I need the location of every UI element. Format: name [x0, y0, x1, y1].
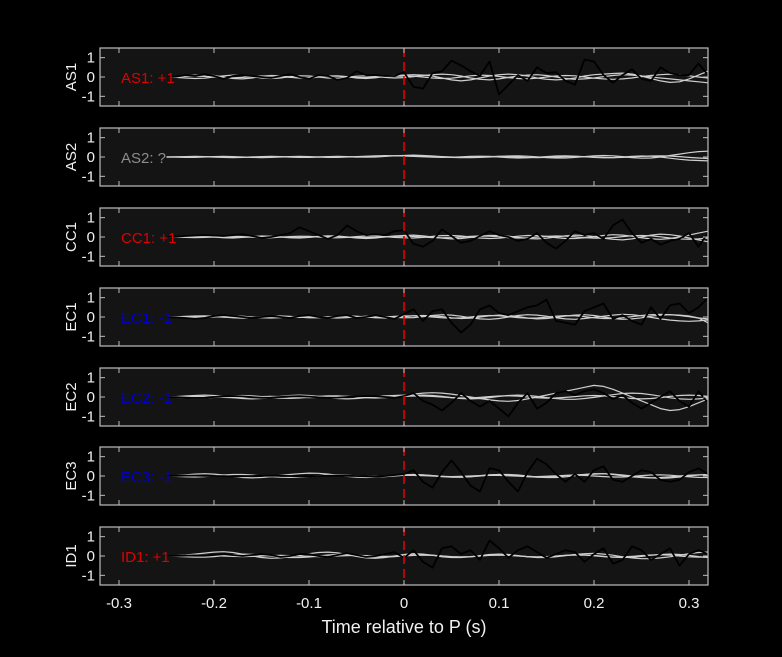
- plot-area: [166, 288, 708, 346]
- panel-ec2: -1 0 1 EC2 EC2: -1: [63, 367, 709, 427]
- polarity-annotation: CC1: +1: [121, 230, 176, 247]
- panel-as2: -1 0 1 AS2 AS2: ?: [63, 127, 709, 187]
- plot-area: [166, 527, 708, 585]
- x-tick-label: -0.2: [201, 595, 227, 612]
- plot-area: [166, 128, 708, 186]
- panel-as1: -1 0 1 AS1 AS1: +1: [63, 47, 709, 107]
- y-tick-label: -1: [82, 487, 95, 504]
- x-tick-label: 0: [400, 595, 408, 612]
- y-tick-label: -1: [82, 88, 95, 105]
- station-label: EC2: [63, 382, 80, 411]
- x-tick-label: -0.1: [296, 595, 322, 612]
- panel-cc1: -1 0 1 CC1 CC1: +1: [63, 207, 709, 267]
- y-tick-label: 0: [87, 548, 95, 565]
- y-tick-label: 1: [87, 50, 95, 67]
- y-tick-label: -1: [82, 168, 95, 185]
- station-label: EC3: [63, 461, 80, 490]
- y-tick-label: -1: [82, 567, 95, 584]
- x-tick-label: 0.2: [584, 595, 605, 612]
- station-label: EC1: [63, 302, 80, 331]
- station-label: AS2: [63, 143, 80, 171]
- plot-area: [166, 447, 708, 505]
- y-tick-label: 1: [87, 529, 95, 546]
- station-label: ID1: [63, 544, 80, 567]
- main-trace: [166, 539, 708, 569]
- main-trace: [166, 457, 708, 493]
- panel-id1: -1 0 1 ID1 ID1: +1: [63, 526, 709, 586]
- polarity-annotation: EC2: -1: [121, 390, 172, 407]
- panel-ec1: -1 0 1 EC1 EC1: -1: [63, 287, 709, 347]
- polarity-annotation: AS1: +1: [121, 70, 175, 87]
- polarity-annotation: EC1: -1: [121, 310, 172, 327]
- y-tick-label: 1: [87, 210, 95, 227]
- polarity-annotation: AS2: ?: [121, 150, 166, 167]
- y-tick-label: 0: [87, 229, 95, 246]
- y-tick-label: -1: [82, 408, 95, 425]
- main-trace: [166, 297, 708, 334]
- plot-area: [166, 48, 708, 106]
- x-tick-label: 0.1: [489, 595, 510, 612]
- x-axis-label: Time relative to P (s): [321, 617, 486, 637]
- x-tick-label: -0.3: [106, 595, 132, 612]
- main-trace: [166, 58, 708, 96]
- plot-area: [166, 368, 708, 426]
- y-tick-label: 0: [87, 468, 95, 485]
- panel-ec3: -1 0 1 EC3 EC3: -1: [63, 446, 709, 506]
- y-tick-label: 0: [87, 69, 95, 86]
- y-tick-label: 0: [87, 149, 95, 166]
- y-tick-label: -1: [82, 328, 95, 345]
- x-tick-label: 0.3: [679, 595, 700, 612]
- y-tick-label: 1: [87, 370, 95, 387]
- comparison-trace-2: [166, 155, 708, 160]
- main-trace: [166, 218, 708, 250]
- polarity-annotation: EC3: -1: [121, 469, 172, 486]
- station-label: CC1: [63, 222, 80, 252]
- y-tick-label: 1: [87, 130, 95, 147]
- polarity-annotation: ID1: +1: [121, 549, 170, 566]
- y-tick-label: 0: [87, 309, 95, 326]
- station-label: AS1: [63, 63, 80, 91]
- y-tick-label: 1: [87, 290, 95, 307]
- comparison-trace-1: [166, 384, 708, 412]
- main-trace: [166, 388, 708, 418]
- y-tick-label: -1: [82, 248, 95, 265]
- y-tick-label: 1: [87, 449, 95, 466]
- y-tick-label: 0: [87, 389, 95, 406]
- comparison-trace-3: [166, 554, 708, 558]
- plot-area: [166, 208, 708, 266]
